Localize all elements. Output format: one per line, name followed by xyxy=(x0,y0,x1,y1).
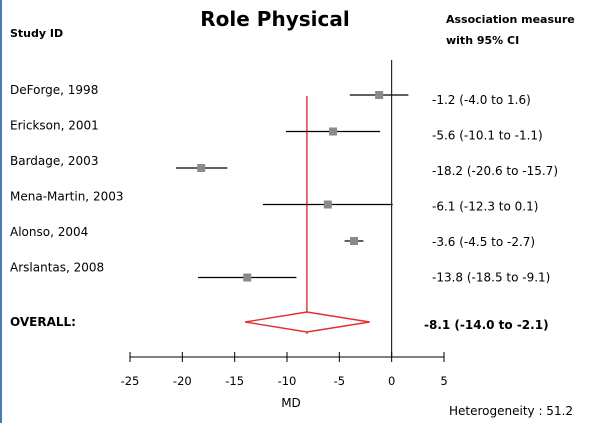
point-estimate-1 xyxy=(375,91,384,99)
overall-diamond xyxy=(245,311,370,333)
study-name-1: DeForge, 1998 xyxy=(10,83,98,97)
study-name-5: Alonso, 2004 xyxy=(10,225,88,239)
study-id-header: Study ID xyxy=(10,27,63,40)
study-estimate-label-2: -5.6 (-10.1 to -1.1) xyxy=(432,129,543,143)
study-name-6: Arslantas, 2008 xyxy=(10,261,104,275)
study-estimate-label-1: -1.2 (-4.0 to 1.6) xyxy=(432,93,531,107)
point-estimate-6 xyxy=(243,273,252,282)
overall-estimate-label: -8.1 (-14.0 to -2.1) xyxy=(424,318,549,332)
x-tick-label-7: 5 xyxy=(440,374,447,388)
point-estimate-2 xyxy=(329,127,338,136)
measure-header-line1: Association measure xyxy=(446,13,575,26)
heterogeneity-note: Heterogeneity : 51.2 xyxy=(449,404,573,418)
x-tick-label-2: -20 xyxy=(173,374,192,388)
left-frame-edge xyxy=(0,0,2,423)
measure-header-line2: with 95% CI xyxy=(446,34,519,47)
study-estimate-label-6: -13.8 (-18.5 to -9.1) xyxy=(432,271,550,285)
chart-title: Role Physical xyxy=(200,7,349,31)
study-name-2: Erickson, 2001 xyxy=(10,119,99,133)
x-tick-label-5: -5 xyxy=(334,374,345,388)
study-estimate-label-5: -3.6 (-4.5 to -2.7) xyxy=(432,235,535,249)
x-tick-label-4: -10 xyxy=(278,374,297,388)
study-estimate-label-4: -6.1 (-12.3 to 0.1) xyxy=(432,200,538,214)
chart-marks: DeForge, 1998 -1.2 (-4.0 to 1.6) Erickson,… xyxy=(10,60,558,388)
point-estimate-5 xyxy=(349,237,358,245)
study-name-3: Bardage, 2003 xyxy=(10,154,98,168)
x-tick-label-1: -25 xyxy=(121,374,140,388)
point-estimate-3 xyxy=(197,164,206,172)
study-estimate-label-3: -18.2 (-20.6 to -15.7) xyxy=(432,164,558,178)
x-tick-label-3: -15 xyxy=(225,374,244,388)
study-name-4: Mena-Martin, 2003 xyxy=(10,190,123,204)
x-axis-label: MD xyxy=(281,396,301,410)
point-estimate-4 xyxy=(323,200,332,209)
overall-label: OVERALL: xyxy=(10,315,76,329)
x-tick-label-6: 0 xyxy=(388,374,395,388)
